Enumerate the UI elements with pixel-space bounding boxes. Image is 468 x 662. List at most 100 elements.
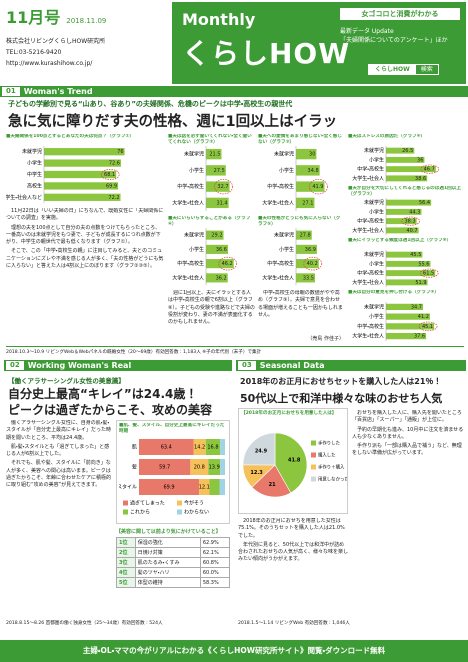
issue: 11月号 xyxy=(6,8,61,27)
value-label: 36.2 xyxy=(216,275,227,281)
value-label: 45.1 xyxy=(422,324,433,330)
bar xyxy=(296,259,319,269)
legend-swatch xyxy=(123,500,128,506)
bar-segment xyxy=(193,439,206,455)
body-text: 中学・高校生の母親の数値がやや高め（グラフ⑨）。夫婦で意見を合わせる場面が増える… xyxy=(258,290,344,334)
bar xyxy=(386,227,419,234)
bar-chart: ■夫が自分を大切にしてくれると感じるのは週1回以上（グラフ⑦） 未就学児 56.4 小… xyxy=(348,186,464,236)
paragraph: 予約の早期化も進み、10月中に注文を済ませる人も少なくありません。 xyxy=(352,426,464,440)
ranking-cell: 1位 xyxy=(116,537,136,548)
paragraph: 11月22日は「いい夫婦の日」にちなんで、既婚女性に「夫婦関係についての調査」を… xyxy=(6,208,164,222)
value-label: 31.4 xyxy=(216,200,227,206)
footer[interactable]: 主婦・OL・ママの今がリアルにわかる《くらしHOW研究所サイト》閲覧・ダウンロー… xyxy=(0,640,468,662)
category-label: 小学生 xyxy=(27,160,42,167)
value-label: 12.3 xyxy=(250,470,263,476)
category-label: 中学・高校生 xyxy=(177,183,204,190)
value-label: 14.2 xyxy=(194,445,205,451)
section-number: 01 xyxy=(2,87,20,96)
search-box[interactable]: くらしHOW 検索 xyxy=(368,64,439,75)
bar-segment xyxy=(139,439,194,455)
source-note: 2018.10.3～10.9 リビングWeb＆Webパネルの既婚女性（20～69… xyxy=(6,346,464,356)
chart-title: ■夫はストレスの原因だ（グラフ⑥） xyxy=(348,134,426,139)
bar xyxy=(206,165,226,176)
chart-plot: 未就学児 45.5 小学生 55.6 中学・高校生 61.5 大学生・社会人 51.9 xyxy=(352,250,439,287)
bar-chart: ■夫の性格がどうにも気に入らない（グラフ⑤） 未就学児 27.8 小学生 36.9 中学・… xyxy=(258,216,344,286)
value-label: 21 xyxy=(269,482,276,488)
paragraph: 中学・高校生の母親の数値がやや高め（グラフ⑨）。夫婦で意見を合わせる場面が増える… xyxy=(258,290,343,318)
legend-swatch xyxy=(123,509,128,515)
ranking-cell: 60.0% xyxy=(199,567,230,578)
paragraph: 働くアラサーシングル女性に、自身の肌・髪・スタイルが「自分史上最高にキレイ」だっ… xyxy=(6,420,112,441)
value-label: 13.9 xyxy=(209,465,220,471)
category-label: 中学・高校生 xyxy=(357,323,384,330)
chart-plot: 未就学児 21.5 小学生 27.5 中学・高校生 32.7 大学生・社会人 31.4 xyxy=(172,146,233,211)
chart-title: ■夫の性格がどうにも気に入らない（グラフ⑤） xyxy=(258,216,341,227)
bar-chart: ■夫への愛情をあまり感じない・全く感じない（グラフ③） 未就学児 30 小学生 34.8… xyxy=(258,134,344,212)
ranking: 【美容に関して以前より気にかけていること】 1位 保湿の強化 62.9% 2位 日焼け対… xyxy=(116,528,230,618)
paragraph: それでも、肌や髪、スタイルに「前向き」な人が多く、美容への関心は高いまま。ピーク… xyxy=(6,460,112,488)
value-label: 37.6 xyxy=(414,334,425,340)
ranking-cell: 保湿の強化 xyxy=(134,537,201,548)
bar xyxy=(206,148,222,160)
value-label: 38.3 xyxy=(404,219,415,225)
chart-title: ■肌、髪、スタイル、自分史上最高にキレイだった時期 xyxy=(119,423,225,434)
bar-segment xyxy=(139,479,200,495)
chart-plot: 未就学児 76 小学生 72.6 中学生 68.1 高校生 69.9 大学生・社会人など 72.2 xyxy=(6,146,125,203)
chart-plot: 肌 63.4 14.216.8 髪 59.7 20.8 13.9 スタイル 69.9 12.1 過ぎ… xyxy=(117,439,225,516)
value-label: 27.1 xyxy=(302,200,313,206)
category-label: 中学・高校生 xyxy=(357,270,384,277)
bar xyxy=(386,147,415,154)
category-label: 小学生 xyxy=(189,167,204,174)
highlight xyxy=(214,178,233,195)
chart-plot: 未就学児 29.2 小学生 36.6 中学・高校生 46.2 大学生・社会人 36.2 xyxy=(172,228,238,285)
chart-title: ■夫への愛情をあまり感じない・全く感じない（グラフ③） xyxy=(258,134,342,145)
ranking-cell: 肌のたるみ・くすみ xyxy=(134,557,201,568)
value-label: 29.2 xyxy=(211,233,222,239)
category-label: 未就学児 xyxy=(184,232,204,239)
value-label: 56.4 xyxy=(419,200,430,206)
highlight xyxy=(100,169,120,180)
bar xyxy=(44,159,121,167)
search-brand: くらしHOW xyxy=(375,66,410,73)
bar xyxy=(386,166,436,173)
bar xyxy=(44,148,125,156)
category-label: 未就学児 xyxy=(364,251,384,258)
tel: TEL:03-5216-9420 xyxy=(6,49,62,56)
value-label: 51.9 xyxy=(415,280,426,286)
highlight xyxy=(309,178,328,195)
body-text: おせちを購入した人に、購入先を聞いたところ「百貨店」「スーパー」「通販」が上位に… xyxy=(352,410,464,618)
bar xyxy=(296,165,320,176)
highlight xyxy=(418,321,438,332)
chart-plot: 41.8 手作りした 21 購入した 12.3 手作り＋購入 24.9 用意しなかった xyxy=(242,432,347,498)
bar xyxy=(296,244,317,254)
value-label: 72.6 xyxy=(109,161,120,167)
update: 最新データ Update xyxy=(340,28,394,35)
url[interactable]: http://www.kurashihow.co.jp/ xyxy=(6,60,93,67)
paragraph: 2018年のお正月におせちを用意した女性は75.1%。そのうちセットを購入した人… xyxy=(238,518,345,539)
value-label: 21.5 xyxy=(209,152,220,158)
body-text: 2018年のお正月におせちを用意した女性は75.1%。そのうちセットを購入した人… xyxy=(238,518,348,618)
ranking-row: 3位 肌のたるみ・くすみ 60.8% xyxy=(116,557,230,568)
legend-swatch xyxy=(177,509,182,515)
bar-chart: ■夫婦関係を100点とするとあなたの夫は何点？（グラフ①） 未就学児 76 小学生 72… xyxy=(6,134,164,204)
bar xyxy=(386,251,423,258)
bar-segment xyxy=(220,459,225,475)
ranking-cell: 62.9% xyxy=(199,537,230,548)
bar xyxy=(386,199,432,206)
ranking-cell: 58.3% xyxy=(199,577,230,588)
pie-chart: 【2018年のお正月におせちを用意した人は】 41.8 手作りした 21 購入した 12.… xyxy=(238,408,348,514)
header-left: 11月号 2018.11.09 株式会社リビングくらしHOW研究所 TEL:03… xyxy=(6,4,166,84)
chart-title: ■夫は話を必ず聞いてくれない・全く聞いてくれない（グラフ②） xyxy=(168,134,252,145)
header-banner: Monthly くらしHOW 女ゴコロと消費がわかる 最新データ Update … xyxy=(172,2,466,84)
bar xyxy=(386,208,422,215)
bar xyxy=(386,323,435,330)
bar xyxy=(386,175,428,182)
bar xyxy=(386,303,424,310)
ranking-cell: 2位 xyxy=(116,547,136,558)
category-label: 髪 xyxy=(132,464,137,471)
body-text: 週に1回以上、夫にイラッとする人は中学・高校生の親で6割以上（グラフ⑧）。子ども… xyxy=(168,290,256,343)
bar-segment xyxy=(220,439,225,455)
search-button[interactable]: 検索 xyxy=(415,65,438,74)
section-label: Working Woman's Real xyxy=(27,361,132,370)
value-label: 27.8 xyxy=(300,233,311,239)
